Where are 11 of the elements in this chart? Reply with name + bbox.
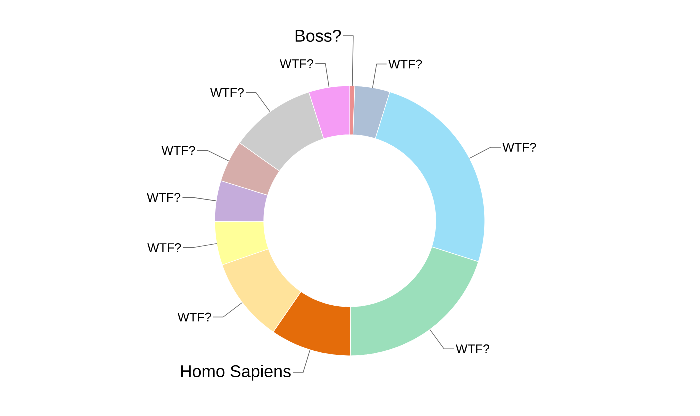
slice-label: WTF? bbox=[148, 243, 182, 252]
slice-label: WTF? bbox=[210, 88, 244, 98]
slice-label: Homo Sapiens bbox=[181, 365, 291, 381]
slice-label: WTF? bbox=[178, 312, 212, 322]
slice-label: WTF? bbox=[456, 344, 490, 354]
slice-label: WTF? bbox=[147, 193, 181, 202]
slice-label: WTF? bbox=[502, 143, 536, 152]
slice-label: WTF? bbox=[162, 146, 196, 155]
slice-label: WTF? bbox=[280, 60, 314, 68]
slice-label: Boss? bbox=[296, 30, 342, 42]
slice-label: WTF? bbox=[388, 60, 422, 69]
